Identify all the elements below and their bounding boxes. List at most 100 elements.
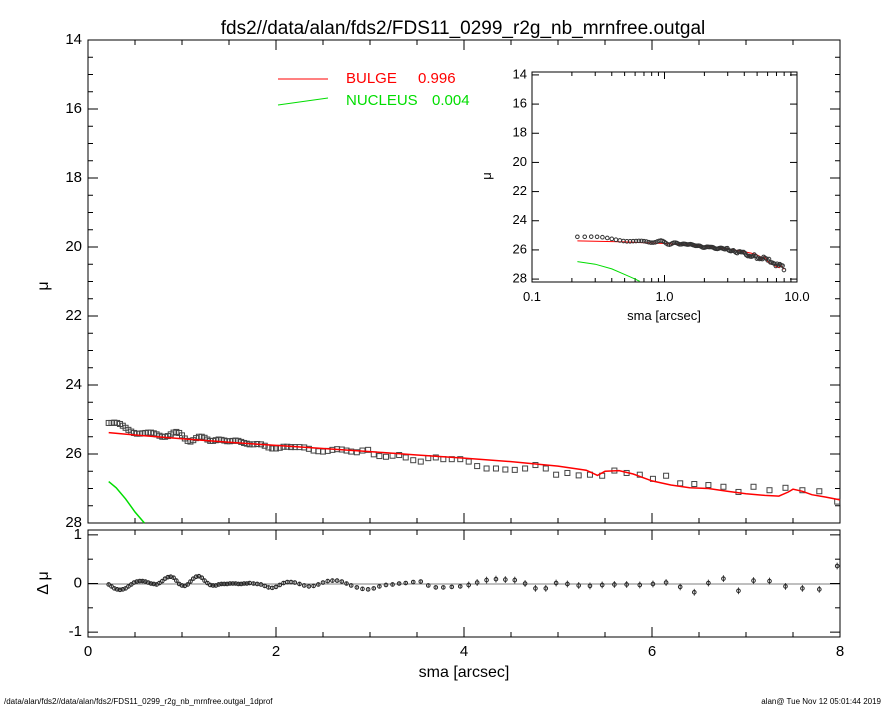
resid-point <box>277 582 283 588</box>
inset-data-point <box>636 238 642 244</box>
resid-point <box>159 578 165 584</box>
resid-point <box>227 581 233 586</box>
inset-data-point <box>609 236 615 242</box>
x-tick-label: 0 <box>84 643 92 660</box>
x-tick-label: 4 <box>460 643 468 660</box>
resid-point <box>624 582 629 587</box>
resid-point <box>576 583 581 588</box>
inset-data-point <box>600 234 605 240</box>
nucleus-series <box>108 481 145 524</box>
inset-data-point <box>582 234 588 240</box>
resid-point <box>512 577 518 583</box>
inset-background <box>532 72 797 282</box>
inset-y-tick-label: 18 <box>513 125 527 140</box>
main-xlabel: sma [arcsec] <box>419 664 510 681</box>
resid-point <box>377 584 382 589</box>
inset-data-point <box>594 234 600 240</box>
resid-point <box>174 578 179 583</box>
resid-point <box>348 583 354 588</box>
resid-y-tick-label: -1 <box>69 623 82 640</box>
inset-nucleus-line <box>577 261 640 282</box>
residual-axis-ticks: 10-10 2 4 6 8 <box>69 526 845 660</box>
resid-point <box>410 579 416 585</box>
inset-x-tick-label: 0.1 <box>523 289 541 304</box>
inset-y-tick-label: 16 <box>513 96 527 111</box>
resid-point <box>199 575 205 580</box>
data-point <box>465 458 472 465</box>
resid-point <box>751 578 756 583</box>
resid-point <box>339 579 345 584</box>
data-point <box>553 471 560 478</box>
resid-point <box>396 581 402 586</box>
resid-point <box>114 587 120 592</box>
resid-point <box>236 581 241 587</box>
resid-point <box>316 582 321 587</box>
inset-data-point <box>646 239 652 245</box>
resid-point <box>390 582 395 587</box>
data-point <box>575 472 582 479</box>
residual-points <box>106 562 840 596</box>
resid-point <box>222 581 227 587</box>
resid-point <box>371 586 377 591</box>
data-point <box>750 483 757 490</box>
inset-y-tick-label: 28 <box>513 271 527 286</box>
resid-point <box>677 584 683 590</box>
resid-point <box>612 582 617 587</box>
resid-point <box>503 577 508 582</box>
resid-point <box>721 576 726 581</box>
resid-point <box>344 581 349 586</box>
resid-point <box>493 576 499 582</box>
inset-y-tick-label: 26 <box>513 241 527 256</box>
resid-point <box>817 587 822 592</box>
data-point <box>410 457 417 464</box>
resid-point <box>202 578 207 583</box>
x-tick-label: 8 <box>836 643 844 660</box>
data-point <box>532 462 539 469</box>
data-point <box>417 458 424 465</box>
resid-point <box>292 580 298 585</box>
data-point <box>457 456 464 463</box>
inset-data-point <box>575 234 580 240</box>
resid-point <box>320 580 326 585</box>
data-point <box>353 449 360 456</box>
resid-point <box>171 575 176 580</box>
resid-point <box>151 581 157 587</box>
inset-axis-ticks: 14 16 18 20 22 24 26 28 0.1 1.0 10.0 <box>513 66 810 304</box>
resid-point <box>736 588 741 594</box>
data-point <box>348 448 355 455</box>
data-point <box>511 466 518 473</box>
resid-point <box>148 581 154 586</box>
bulge-line <box>108 431 841 501</box>
resid-point <box>449 584 455 590</box>
resid-point <box>425 583 431 588</box>
resid-point <box>334 578 340 583</box>
inset-data-point <box>588 234 594 239</box>
inset-data-point <box>671 240 677 245</box>
data-point <box>766 487 773 494</box>
resid-point <box>297 581 302 587</box>
x-tick-label: 6 <box>648 643 656 660</box>
resid-point <box>767 578 772 584</box>
footer-timestamp: alan@ Tue Nov 12 05:01:44 2019 <box>761 697 881 706</box>
resid-point <box>219 581 224 587</box>
y-tick-label: 14 <box>65 31 82 48</box>
resid-y-tick-label: 1 <box>74 526 82 543</box>
legend-nucleus-swatch <box>277 97 329 106</box>
resid-point <box>241 581 247 586</box>
resid-point <box>418 579 424 584</box>
data-point <box>782 484 789 491</box>
resid-point <box>565 581 570 587</box>
data-point <box>502 466 509 473</box>
legend-bulge-name: BULGE <box>346 70 397 87</box>
resid-point <box>311 583 316 589</box>
data-point <box>474 463 481 470</box>
inset-y-tick-label: 20 <box>513 154 527 169</box>
resid-point <box>230 581 236 586</box>
data-point <box>691 481 698 488</box>
inset-xlabel: sma [arcsec] <box>627 308 701 323</box>
resid-point <box>403 580 409 586</box>
resid-point <box>587 583 593 589</box>
resid-point <box>165 574 171 580</box>
resid-point <box>193 574 199 579</box>
resid-point <box>783 584 788 589</box>
